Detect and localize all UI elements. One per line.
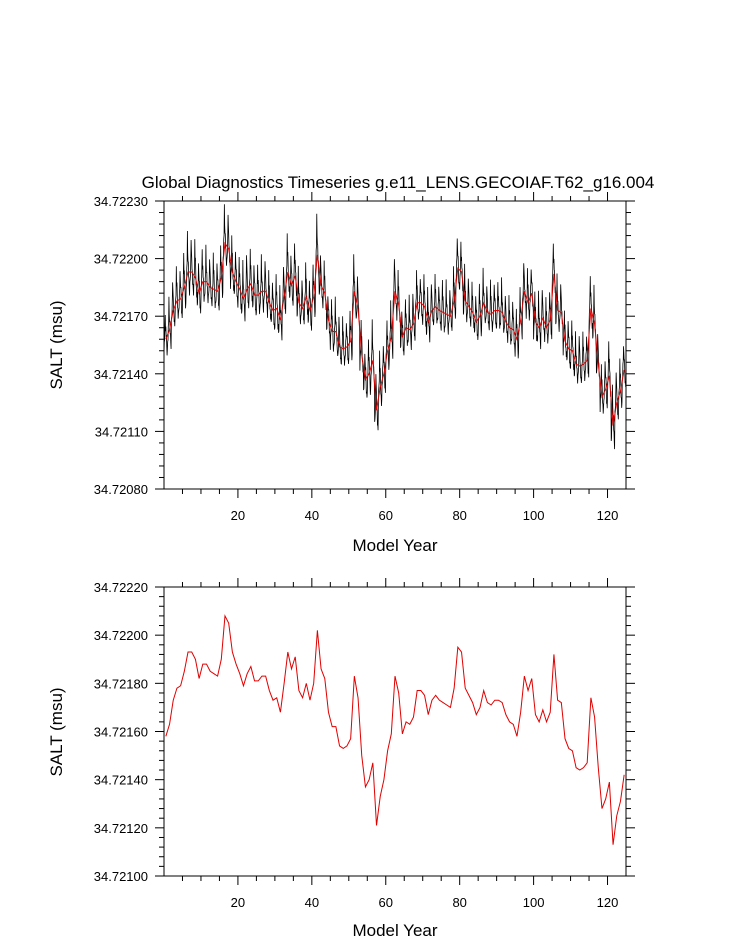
bottom-chart: 20 40 60 80 100 120 34.72100 34.72120 34.72140 34… <box>47 578 635 940</box>
top-chart-plot-area: 20 40 60 80 100 120 34.72080 34.72110 34.72140 34… <box>94 192 635 523</box>
top-chart-y-tick-label: 34.72200 <box>94 252 148 267</box>
top-chart-x-tick-label: 60 <box>379 508 393 523</box>
bottom-chart-x-tick-label: 80 <box>452 895 466 910</box>
bottom-chart-y-tick-label: 34.72120 <box>94 821 148 836</box>
bottom-chart-y-tick-label: 34.72220 <box>94 580 148 595</box>
top-chart-x-tick-label: 120 <box>597 508 619 523</box>
bottom-chart-plot-area: 20 40 60 80 100 120 34.72100 34.72120 34.72140 34… <box>94 578 635 910</box>
top-chart-y-tick-label: 34.72110 <box>95 424 148 439</box>
bottom-chart-x-tick-label: 40 <box>305 895 319 910</box>
top-chart-y-tick-label: 34.72080 <box>94 482 148 497</box>
bottom-chart-x-tick-label: 60 <box>379 895 393 910</box>
top-chart-series-monthly <box>164 204 626 450</box>
top-chart-frame <box>163 200 627 490</box>
top-chart-y-tick-label: 34.72140 <box>94 367 148 382</box>
bottom-chart-x-tick-label: 20 <box>231 895 245 910</box>
bottom-chart-y-axis-label: SALT (msu) <box>47 687 66 776</box>
top-chart-title: Global Diagnostics Timeseries g.e11_LENS… <box>142 173 655 192</box>
bottom-chart-y-tick-label: 34.72200 <box>94 628 148 643</box>
bottom-chart-x-axis-label: Model Year <box>352 921 437 940</box>
top-chart-x-tick-label: 80 <box>452 508 466 523</box>
bottom-chart-x-tick-label: 120 <box>597 895 619 910</box>
bottom-chart-y-tick-label: 34.72100 <box>94 869 148 884</box>
top-chart-y-tick-label: 34.72170 <box>94 309 148 324</box>
bottom-chart-y-tick-label: 34.72180 <box>94 676 148 691</box>
top-chart-y-axis-label: SALT (msu) <box>47 300 66 389</box>
top-chart-x-axis-label: Model Year <box>352 536 437 555</box>
bottom-chart-y-tick-label: 34.72160 <box>94 725 148 740</box>
top-chart: Global Diagnostics Timeseries g.e11_LENS… <box>47 173 654 555</box>
bottom-chart-x-tick-label: 100 <box>523 895 545 910</box>
top-chart-x-tick-label: 20 <box>231 508 245 523</box>
top-chart-y-tick-label: 34.72230 <box>94 194 148 209</box>
top-chart-x-tick-label: 40 <box>305 508 319 523</box>
bottom-chart-y-tick-label: 34.72140 <box>94 773 148 788</box>
bottom-chart-series-annual-mean <box>165 614 625 845</box>
top-chart-series-annual-mean <box>165 241 625 426</box>
top-chart-x-tick-label: 100 <box>523 508 545 523</box>
